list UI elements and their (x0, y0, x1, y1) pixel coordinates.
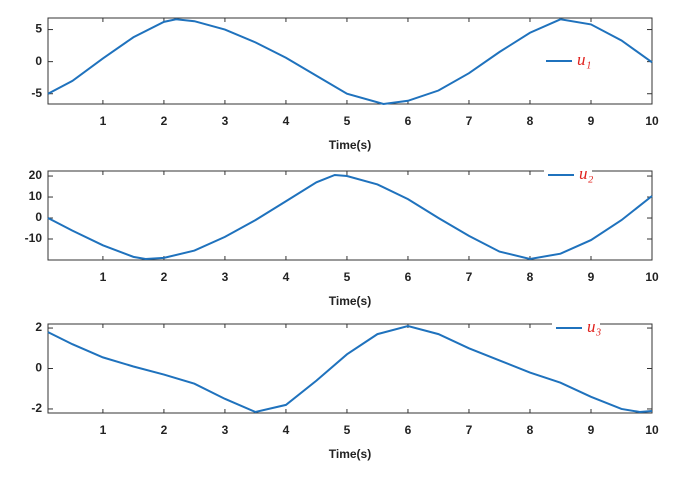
x-tick-label: 8 (527, 423, 534, 437)
y-tick-label: -10 (25, 231, 43, 245)
x-tick-label: 3 (222, 270, 229, 284)
x-axis-label: Time(s) (329, 294, 371, 308)
y-tick-label: 0 (35, 361, 42, 375)
x-tick-label: 7 (466, 114, 473, 128)
legend-label: u₃ (587, 317, 602, 336)
x-tick-label: 1 (100, 114, 107, 128)
x-tick-label: 4 (283, 114, 290, 128)
x-tick-label: 9 (588, 270, 595, 284)
x-tick-label: 8 (527, 114, 534, 128)
x-tick-label: 6 (405, 270, 412, 284)
y-tick-label: 0 (35, 210, 42, 224)
y-tick-label: 5 (35, 22, 42, 36)
y-tick-label: -5 (31, 86, 42, 100)
x-tick-label: 3 (222, 423, 229, 437)
x-tick-label: 4 (283, 270, 290, 284)
y-tick-label: 20 (29, 168, 43, 182)
x-tick-label: 6 (405, 423, 412, 437)
x-tick-label: 10 (645, 114, 659, 128)
legend-label: u₁ (577, 50, 591, 69)
x-tick-label: 7 (466, 270, 473, 284)
x-tick-label: 9 (588, 114, 595, 128)
axes-box (47, 170, 653, 261)
x-tick-label: 9 (588, 423, 595, 437)
y-tick-label: 0 (35, 54, 42, 68)
x-tick-label: 5 (344, 270, 351, 284)
x-tick-label: 6 (405, 114, 412, 128)
x-axis-label: Time(s) (329, 138, 371, 152)
x-tick-label: 10 (645, 423, 659, 437)
x-tick-label: 1 (100, 423, 107, 437)
x-tick-label: 7 (466, 423, 473, 437)
x-tick-label: 3 (222, 114, 229, 128)
x-tick-label: 2 (161, 423, 168, 437)
axes-box (47, 17, 653, 105)
y-tick-label: 10 (29, 189, 43, 203)
x-tick-label: 1 (100, 270, 107, 284)
y-tick-label: -2 (31, 401, 42, 415)
x-tick-label: 8 (527, 270, 534, 284)
legend-label: u₂ (579, 164, 594, 183)
data-line (47, 324, 653, 414)
x-tick-label: 4 (283, 423, 290, 437)
data-line (47, 173, 653, 260)
x-axis-label: Time(s) (329, 447, 371, 461)
x-tick-label: 2 (161, 114, 168, 128)
data-line (47, 18, 653, 106)
x-tick-label: 5 (344, 114, 351, 128)
x-tick-label: 5 (344, 423, 351, 437)
y-tick-label: 2 (35, 320, 42, 334)
x-tick-label: 2 (161, 270, 168, 284)
x-tick-label: 10 (645, 270, 659, 284)
